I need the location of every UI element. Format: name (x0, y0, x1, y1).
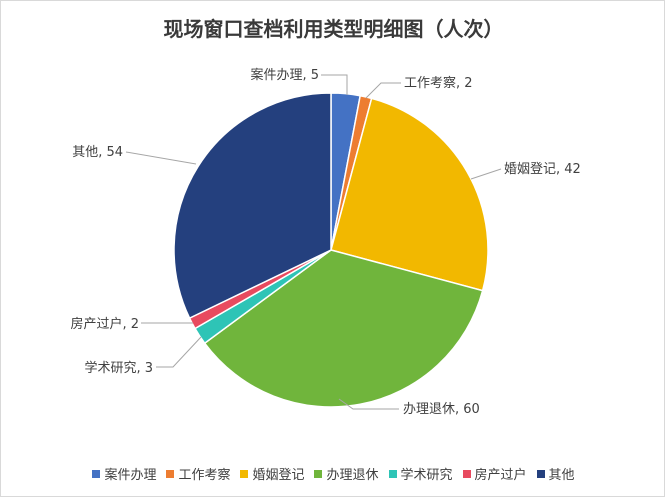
leader-line-4 (338, 398, 399, 410)
leader-line-5 (156, 336, 202, 368)
legend-label: 工作考察 (178, 468, 231, 483)
legend-label: 学术研究 (400, 468, 453, 483)
data-label-3: 婚姻登记, 42 (504, 162, 581, 177)
leader-line-1 (321, 74, 348, 95)
data-label-6: 房产过户, 2 (70, 316, 139, 332)
leader-line-7 (125, 151, 197, 165)
legend-label: 房产过户 (474, 468, 527, 483)
data-label-4: 办理退休, 60 (403, 402, 480, 417)
legend-label: 案件办理 (104, 468, 157, 483)
data-label-7: 其他, 54 (72, 145, 123, 160)
legend-label: 婚姻登记 (252, 468, 305, 483)
legend-item-3: 婚姻登记 (240, 464, 304, 483)
legend-swatch (92, 469, 101, 478)
data-label-5: 学术研究, 3 (84, 360, 153, 376)
legend-label: 其他 (548, 468, 575, 483)
leader-line-3 (470, 168, 502, 180)
chart-title: 现场窗口查档利用类型明细图（人次） (163, 17, 504, 41)
legend-swatch (536, 469, 545, 478)
legend-item-7: 其他 (536, 464, 575, 483)
chart-legend: 案件办理 工作考察 婚姻登记 办理退休 学术研究 房产过户 其他 (1, 464, 665, 483)
legend-item-4: 办理退休 (314, 464, 379, 483)
pie-slice-3 (330, 97, 489, 292)
data-label-1: 案件办理, 5 (250, 68, 319, 83)
data-label-2: 工作考察, 2 (404, 76, 473, 91)
legend-swatch (462, 469, 471, 478)
legend-label: 办理退休 (326, 468, 379, 483)
pie-slice-4 (203, 249, 484, 408)
legend-swatch (240, 469, 249, 478)
legend-item-2: 工作考察 (166, 464, 230, 483)
legend-item-6: 房产过户 (462, 464, 527, 483)
legend-item-1: 案件办理 (92, 464, 156, 483)
legend-swatch (388, 469, 397, 478)
legend-swatch (314, 469, 323, 478)
leader-line-2 (365, 82, 401, 99)
legend-swatch (166, 469, 175, 478)
pie-slice-7 (173, 92, 332, 320)
legend-item-5: 学术研究 (388, 464, 453, 483)
